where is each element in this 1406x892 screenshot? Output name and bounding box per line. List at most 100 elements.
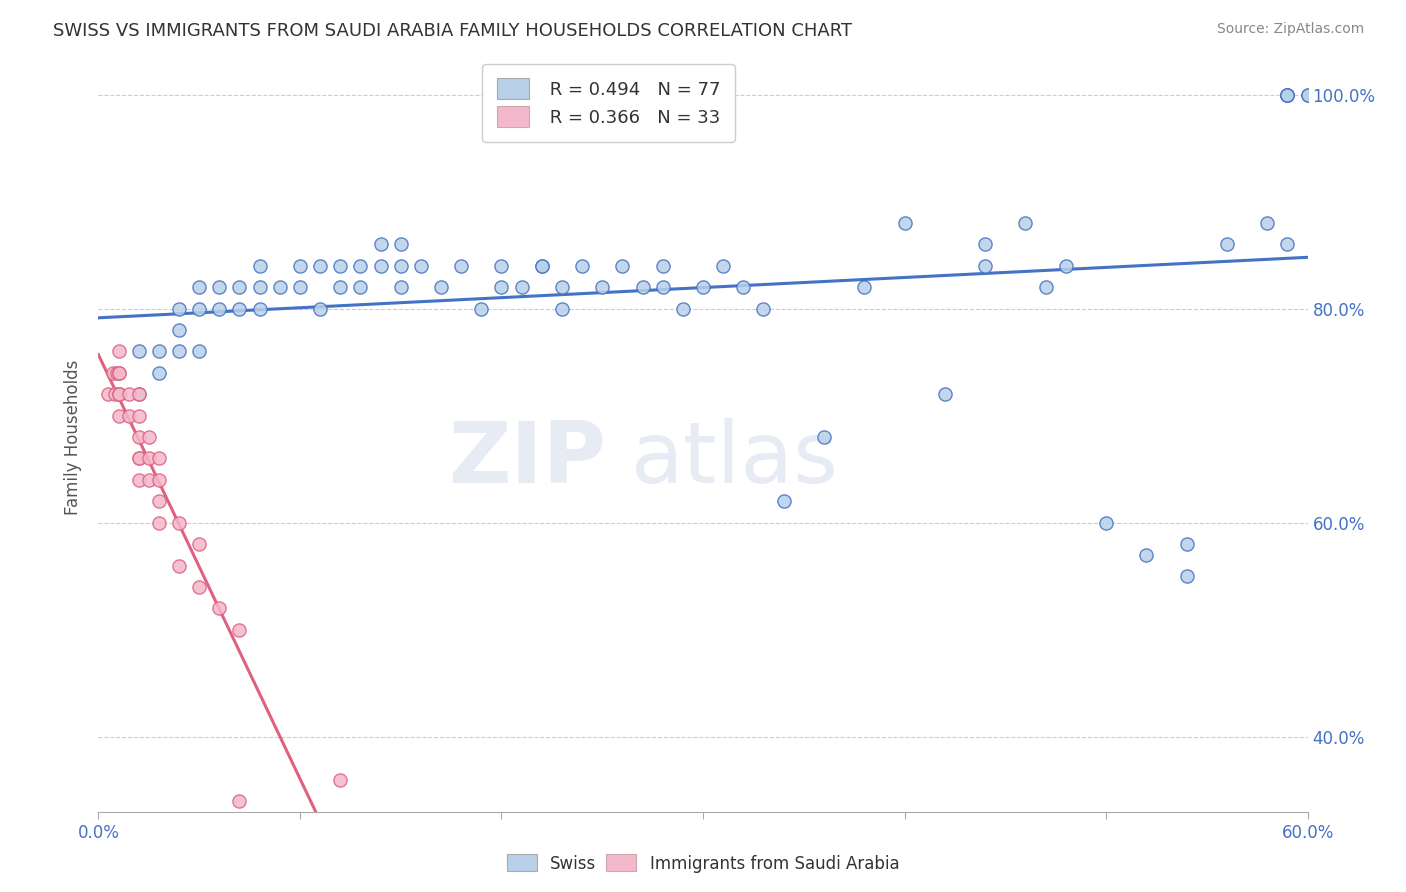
Legend: Swiss, Immigrants from Saudi Arabia: Swiss, Immigrants from Saudi Arabia	[501, 847, 905, 880]
Point	[1054, 259, 1077, 273]
Point	[1095, 516, 1118, 530]
Point	[530, 259, 553, 273]
Point	[1277, 237, 1299, 252]
Point	[167, 558, 190, 573]
Text: SWISS VS IMMIGRANTS FROM SAUDI ARABIA FAMILY HOUSEHOLDS CORRELATION CHART: SWISS VS IMMIGRANTS FROM SAUDI ARABIA FA…	[53, 22, 852, 40]
Point	[1277, 87, 1299, 102]
Point	[591, 280, 613, 294]
Point	[249, 280, 271, 294]
Point	[551, 280, 574, 294]
Point	[651, 259, 673, 273]
Point	[1296, 87, 1319, 102]
Point	[128, 430, 150, 444]
Point	[128, 451, 150, 466]
Point	[148, 494, 170, 508]
Point	[128, 409, 150, 423]
Point	[148, 344, 170, 359]
Point	[470, 301, 492, 316]
Point	[148, 366, 170, 380]
Point	[692, 280, 714, 294]
Point	[107, 387, 129, 401]
Point	[934, 387, 956, 401]
Text: Source: ZipAtlas.com: Source: ZipAtlas.com	[1216, 22, 1364, 37]
Point	[167, 301, 190, 316]
Point	[103, 387, 125, 401]
Point	[148, 473, 170, 487]
Point	[188, 280, 211, 294]
Point	[510, 280, 533, 294]
Point	[188, 580, 211, 594]
Point	[128, 451, 150, 466]
Point	[228, 623, 250, 637]
Point	[118, 409, 141, 423]
Point	[167, 323, 190, 337]
Point	[893, 216, 915, 230]
Point	[138, 473, 160, 487]
Point	[138, 430, 160, 444]
Point	[148, 451, 170, 466]
Point	[491, 280, 513, 294]
Point	[1277, 87, 1299, 102]
Point	[208, 601, 231, 615]
Point	[1175, 569, 1198, 583]
Point	[853, 280, 876, 294]
Point	[1277, 87, 1299, 102]
Point	[1216, 237, 1239, 252]
Point	[228, 794, 250, 808]
Point	[329, 280, 352, 294]
Point	[249, 301, 271, 316]
Point	[107, 387, 129, 401]
Point	[370, 237, 392, 252]
Point	[1014, 216, 1036, 230]
Point	[530, 259, 553, 273]
Point	[208, 301, 231, 316]
Point	[631, 280, 654, 294]
Point	[128, 387, 150, 401]
Point	[105, 366, 128, 380]
Point	[167, 516, 190, 530]
Point	[651, 280, 673, 294]
Point	[733, 280, 755, 294]
Point	[1135, 548, 1157, 562]
Point	[389, 237, 412, 252]
Point	[974, 237, 997, 252]
Point	[309, 301, 332, 316]
Point	[409, 259, 432, 273]
Point	[269, 280, 291, 294]
Point	[1035, 280, 1057, 294]
Point	[491, 259, 513, 273]
Y-axis label: Family Households: Family Households	[65, 359, 83, 515]
Point	[288, 280, 311, 294]
Point	[128, 344, 150, 359]
Point	[450, 259, 472, 273]
Point	[1277, 87, 1299, 102]
Point	[329, 259, 352, 273]
Point	[349, 280, 371, 294]
Point	[551, 301, 574, 316]
Point	[329, 772, 352, 787]
Point	[389, 259, 412, 273]
Point	[167, 344, 190, 359]
Point	[249, 259, 271, 273]
Point	[128, 473, 150, 487]
Point	[188, 344, 211, 359]
Point	[389, 280, 412, 294]
Point	[349, 259, 371, 273]
Point	[1296, 87, 1319, 102]
Point	[128, 387, 150, 401]
Point	[370, 259, 392, 273]
Point	[309, 259, 332, 273]
Point	[813, 430, 835, 444]
Point	[107, 366, 129, 380]
Point	[101, 366, 124, 380]
Point	[188, 301, 211, 316]
Point	[974, 259, 997, 273]
Point	[288, 259, 311, 273]
Point	[612, 259, 634, 273]
Point	[1256, 216, 1278, 230]
Point	[97, 387, 120, 401]
Point	[228, 301, 250, 316]
Point	[208, 280, 231, 294]
Legend:  R = 0.494   N = 77,  R = 0.366   N = 33: R = 0.494 N = 77, R = 0.366 N = 33	[482, 64, 734, 142]
Point	[672, 301, 695, 316]
